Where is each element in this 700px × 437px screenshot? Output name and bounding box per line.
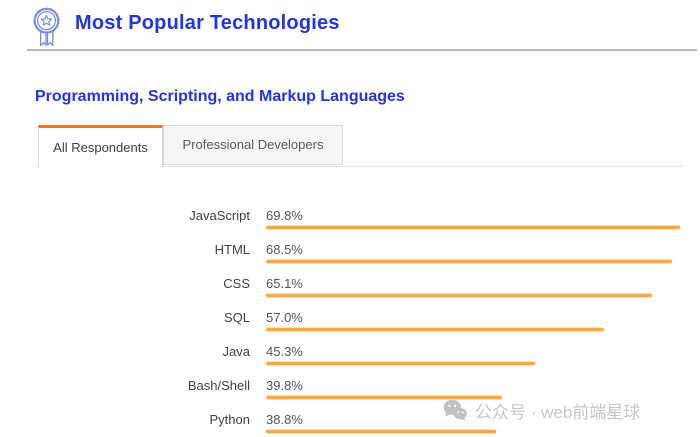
bar-chart: JavaScript 69.8% HTML 68.5% CSS 65.1% SQ… [0,196,700,434]
category-label: HTML [214,242,250,257]
award-ribbon-icon [33,7,60,47]
value-label: 57.0% [266,310,303,325]
watermark-text: 公众号 · web前端星球 [475,402,641,422]
bar [266,430,496,433]
chart-row: Python 38.8% [0,400,700,434]
watermark: 公众号 · web前端星球 [443,397,640,423]
category-label: Java [222,344,250,359]
category-label: SQL [223,310,250,325]
chart-row: Java 45.3% [0,332,700,366]
value-label: 68.5% [266,242,303,257]
value-label: 65.1% [266,276,303,291]
bar [266,294,652,297]
chart-row: JavaScript 69.8% [0,196,700,230]
bar [266,328,604,331]
tab-professional-developers[interactable]: Professional Developers [163,125,343,165]
category-label: JavaScript [189,208,250,223]
bar [266,260,672,263]
category-label: CSS [223,276,250,291]
chart-row: SQL 57.0% [0,298,700,332]
chart-row: HTML 68.5% [0,230,700,264]
tab-bar: All Respondents Professional Developers [35,125,690,167]
header-divider [27,49,697,51]
chart-row: CSS 65.1% [0,264,700,298]
bar [266,396,502,399]
value-label: 38.8% [266,412,303,427]
section-title: Programming, Scripting, and Markup Langu… [35,88,405,105]
category-label: Bash/Shell [187,378,250,393]
ribbon-left-tail [39,30,47,47]
ribbon-right-tail [46,30,54,47]
value-label: 39.8% [266,378,303,393]
tab-all-respondents[interactable]: All Respondents [38,125,163,167]
value-label: 45.3% [266,344,303,359]
star-shape [40,14,53,26]
bar [266,226,680,229]
category-label: Python [209,412,250,427]
wechat-icon [443,399,467,421]
bar [266,362,535,365]
chart-row: Bash/Shell 39.8% [0,366,700,400]
value-label: 69.8% [266,208,303,223]
tab-bar-baseline [35,166,683,167]
page-title: Most Popular Technologies [75,12,340,34]
